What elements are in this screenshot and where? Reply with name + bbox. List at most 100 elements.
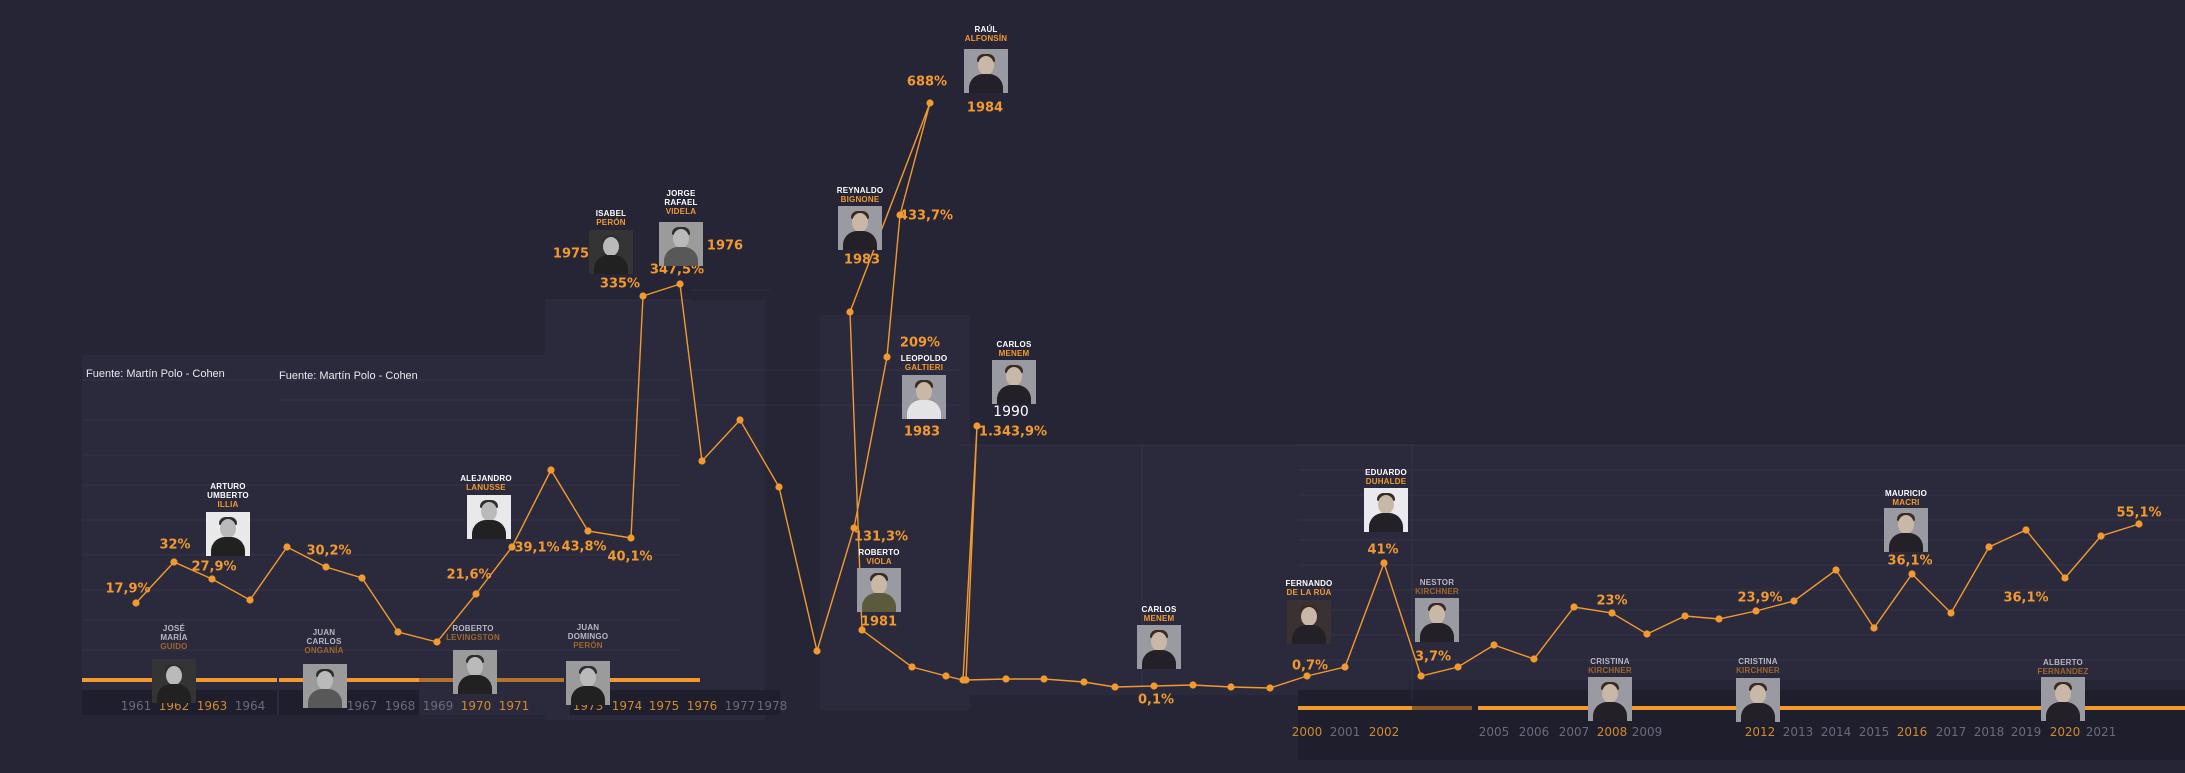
portrait-head — [916, 382, 932, 401]
data-point — [246, 596, 254, 604]
president-first-name: ROBERTO — [452, 624, 494, 633]
portrait-body — [594, 255, 628, 274]
value-label: 21,6% — [446, 567, 492, 583]
value-label: 36,1% — [2003, 590, 2049, 606]
value-label: 3,7% — [1414, 649, 1452, 665]
data-point — [1570, 603, 1578, 611]
data-point — [208, 575, 216, 583]
year-label: 1981 — [860, 614, 898, 630]
portrait-body — [997, 385, 1031, 404]
source-note: Fuente: Martín Polo - Cohen — [86, 368, 225, 380]
president-first-name: MAURICIO — [1884, 489, 1928, 498]
data-point — [547, 466, 555, 474]
president-last-name: VIOLA — [866, 557, 892, 566]
year-label: 1983 — [843, 252, 881, 268]
president-first-name: CRISTINA — [1590, 657, 1630, 666]
inflation-series-line — [135, 102, 2140, 689]
data-point — [775, 483, 783, 491]
chart-panel — [545, 300, 765, 720]
portrait-head — [1602, 684, 1618, 703]
data-point — [1150, 682, 1158, 690]
x-tick-label: 1970 — [460, 699, 492, 713]
data-point — [1417, 672, 1425, 680]
x-tick-label: 2008 — [1596, 725, 1628, 739]
president-portrait — [964, 49, 1008, 93]
president-portrait — [992, 360, 1036, 404]
axis-band — [279, 690, 419, 715]
data-point — [1643, 630, 1651, 638]
value-label: 0,7% — [1291, 658, 1329, 674]
x-tick-label: 1963 — [196, 699, 228, 713]
portrait-body — [571, 686, 605, 705]
x-tick-label: 2000 — [1291, 725, 1323, 739]
president-name: NESTOR KIRCHNER — [1397, 578, 1477, 596]
president-last-name: MENEM — [998, 349, 1030, 358]
president-name: CARLOS MENEM — [974, 340, 1054, 358]
portrait-head — [1429, 605, 1445, 624]
data-point — [1752, 607, 1760, 615]
president-last-name: ONGANÍA — [304, 646, 344, 655]
x-tick-label: 1967 — [346, 699, 378, 713]
president-last-name: KIRCHNER — [1415, 587, 1459, 596]
data-point — [1608, 609, 1616, 617]
data-point — [2097, 532, 2105, 540]
data-point — [132, 599, 140, 607]
year-label: 1983 — [903, 424, 941, 440]
president-name: LEOPOLDO GALTIERI — [884, 354, 964, 372]
value-label: 335% — [599, 276, 641, 292]
data-point — [926, 99, 934, 107]
president-portrait — [1364, 488, 1408, 532]
portrait-head — [603, 237, 619, 256]
value-label: 1.343,9% — [978, 424, 1048, 440]
data-point — [508, 543, 516, 551]
portrait-body — [2046, 702, 2080, 721]
president-last-name: FERNANDEZ — [2037, 667, 2089, 676]
presidency-bar — [279, 678, 419, 682]
president-last-name: VIDELA — [665, 207, 697, 216]
data-point — [1002, 675, 1010, 683]
year-label: 1975 — [552, 246, 590, 262]
data-point — [1985, 543, 1993, 551]
source-note: Fuente: Martín Polo - Cohen — [279, 370, 418, 382]
presidency-bar — [570, 678, 700, 682]
portrait-body — [1142, 650, 1176, 669]
president-last-name: BIGNONE — [840, 195, 880, 204]
data-point — [627, 534, 635, 542]
x-tick-label: 2017 — [1935, 725, 1967, 739]
x-tick-label: 2012 — [1744, 725, 1776, 739]
portrait-head — [580, 668, 596, 687]
x-tick-label: 2019 — [2010, 725, 2042, 739]
president-portrait — [1415, 598, 1459, 642]
portrait-body — [862, 593, 896, 612]
president-portrait — [303, 664, 347, 708]
president-last-name: DE LA RÚA — [1286, 588, 1332, 597]
presidency-bar — [1848, 706, 2185, 710]
value-label: 27,9% — [191, 559, 237, 575]
value-label: 0,1% — [1137, 692, 1175, 708]
president-name: ROBERTO LEVINGSTON — [433, 624, 513, 642]
president-last-name: LEVINGSTON — [446, 633, 500, 642]
president-last-name: MENEM — [1143, 614, 1175, 623]
data-point — [2135, 520, 2143, 528]
data-point — [942, 672, 950, 680]
president-name: ALEJANDRO LANUSSE — [446, 474, 526, 492]
president-last-name: DUHALDE — [1365, 477, 1407, 486]
year-label: 1990 — [993, 404, 1029, 420]
president-name: JORGE RAFAEL VIDELA — [641, 189, 721, 216]
data-point — [1790, 597, 1798, 605]
president-name: REYNALDO BIGNONE — [820, 186, 900, 204]
president-name: CARLOS MENEM — [1119, 605, 1199, 623]
x-tick-label: 2002 — [1368, 725, 1400, 739]
president-last-name: ALFONSÍN — [964, 34, 1008, 43]
president-name: CRISTINA KIRCHNER — [1570, 657, 1650, 675]
data-point — [698, 457, 706, 465]
x-tick-label: 1971 — [498, 699, 530, 713]
president-portrait — [838, 206, 882, 250]
president-first-name: LEOPOLDO — [900, 354, 948, 363]
portrait-head — [166, 666, 182, 685]
presidency-bar — [1298, 706, 1418, 710]
data-point — [846, 308, 854, 316]
value-label: 433,7% — [898, 208, 954, 224]
portrait-body — [1593, 702, 1627, 721]
